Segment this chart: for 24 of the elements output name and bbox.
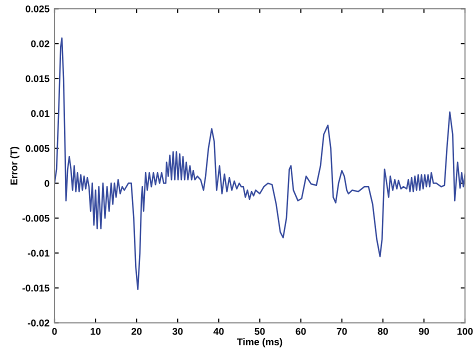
x-axis-title: Time (ms) — [236, 338, 282, 348]
y-tick-label: -0.02 — [28, 320, 50, 326]
y-tick-label: 0.015 — [26, 75, 50, 82]
x-tick-label: 10 — [90, 328, 101, 335]
y-tick-label: -0.015 — [22, 284, 50, 292]
y-tick-label: 0.01 — [31, 110, 50, 118]
x-tick-label: 70 — [336, 328, 347, 335]
x-tick-label: 100 — [457, 328, 473, 335]
x-tick-label: 20 — [132, 328, 142, 335]
y-tick-label: 0 — [44, 180, 50, 187]
x-tick-label: 80 — [378, 328, 388, 335]
x-tick-label: 50 — [254, 328, 265, 335]
y-tick-label: 0.02 — [31, 40, 50, 48]
line-series — [54, 37, 465, 290]
y-axis-title: Error (T) — [10, 146, 20, 185]
y-tick-label: 0.025 — [26, 5, 50, 12]
y-tick-label: -0.01 — [28, 250, 50, 257]
y-tick-label: -0.005 — [22, 214, 50, 222]
x-tick-label: 40 — [213, 328, 224, 335]
x-tick-label: 60 — [296, 328, 306, 335]
y-tick-label: 0.005 — [26, 145, 50, 152]
x-tick-label: 0 — [52, 328, 57, 335]
x-tick-label: 90 — [418, 328, 429, 335]
x-tick-label: 30 — [172, 328, 183, 335]
